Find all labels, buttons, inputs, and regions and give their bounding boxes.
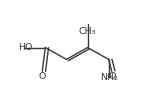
Text: CH₃: CH₃	[79, 27, 96, 36]
Text: O: O	[39, 72, 46, 81]
Text: HO: HO	[18, 43, 32, 52]
Text: NH₂: NH₂	[100, 73, 118, 82]
Text: O: O	[108, 72, 115, 81]
